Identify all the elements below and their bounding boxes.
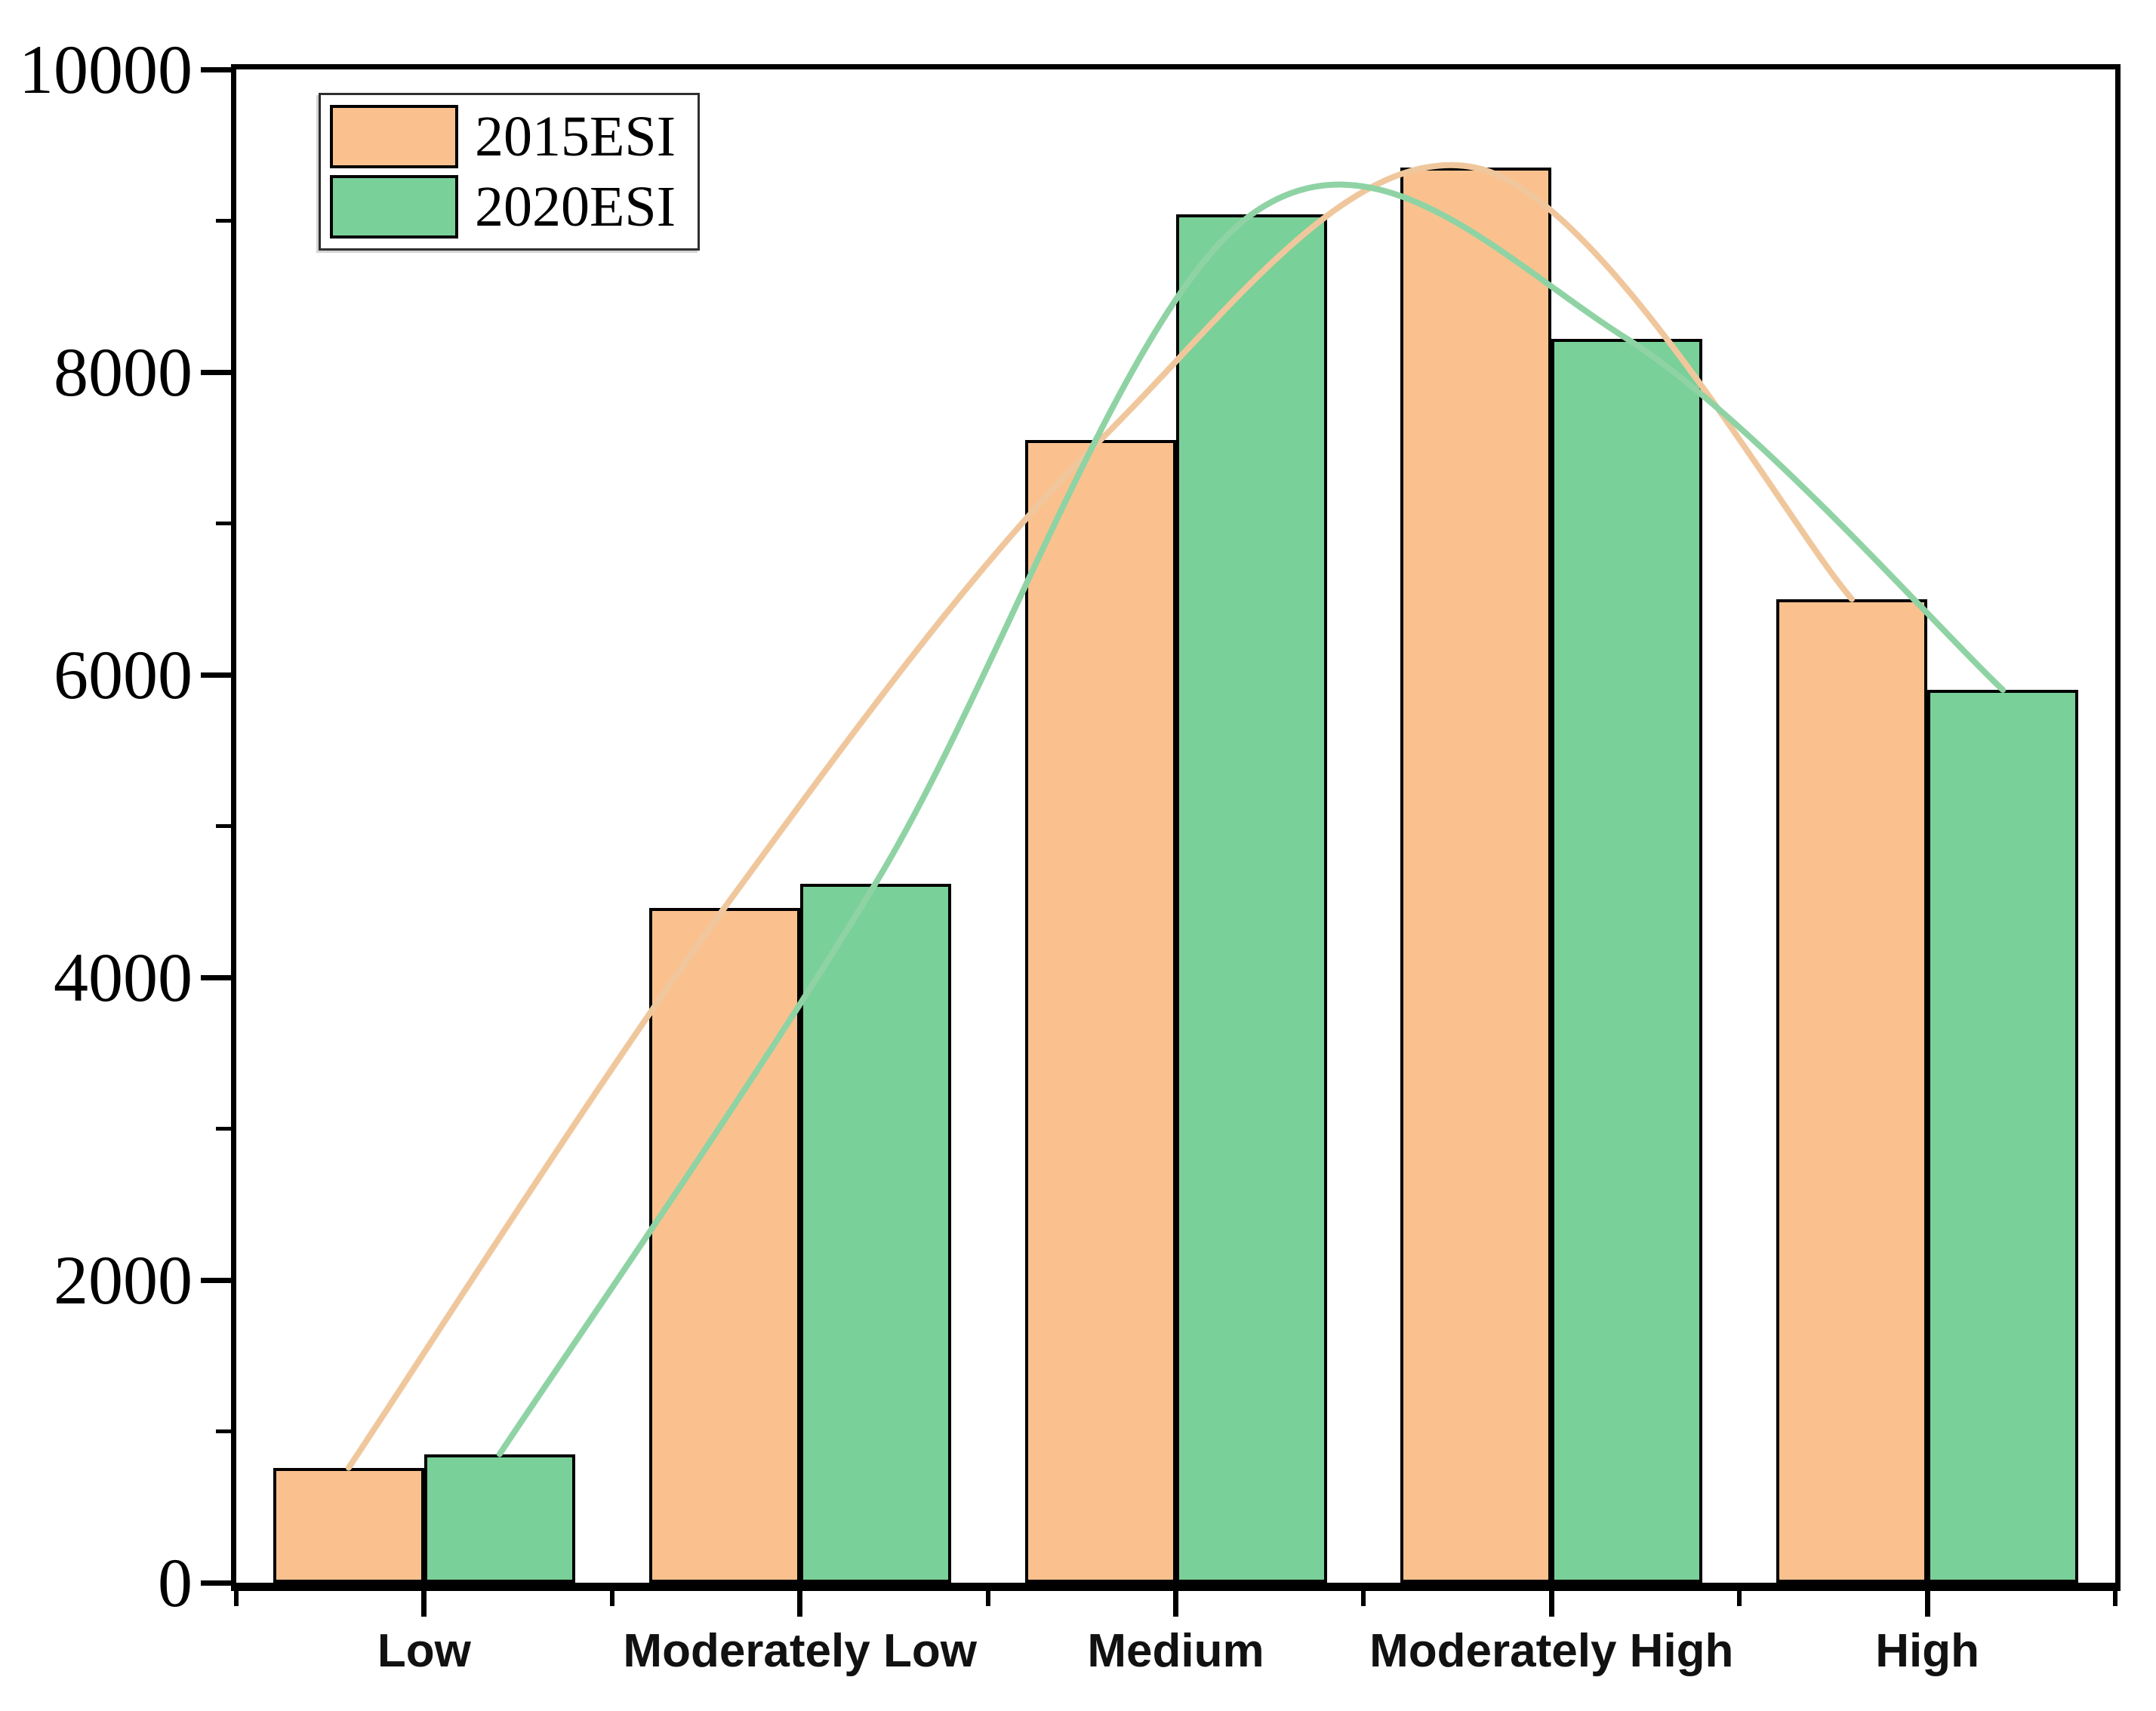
legend-item-2020esi: 2020ESI xyxy=(330,172,688,242)
y-axis-major-tick xyxy=(201,369,236,375)
bar-2015esi-medium xyxy=(1024,440,1176,1583)
y-axis-major-tick xyxy=(201,66,236,72)
y-axis-minor-tick xyxy=(216,1127,236,1131)
bar-2015esi-high xyxy=(1776,599,1928,1583)
legend-swatch-2020esi xyxy=(330,175,458,238)
bar-2020esi-moderately-high xyxy=(1551,338,1703,1583)
y-axis-tick-label: 6000 xyxy=(54,636,192,713)
legend-label-2020esi: 2020ESI xyxy=(475,175,676,238)
x-axis-category-label-high: High xyxy=(1875,1625,1979,1677)
bar-2015esi-moderately-high xyxy=(1400,168,1552,1583)
y-axis-tick-label: 8000 xyxy=(54,334,192,411)
bar-2015esi-low xyxy=(273,1467,424,1583)
x-axis-major-tick xyxy=(797,1586,803,1617)
legend-item-2015esi: 2015ESI xyxy=(330,102,688,171)
x-axis-minor-tick xyxy=(985,1586,990,1606)
bar-2020esi-medium xyxy=(1175,214,1327,1583)
x-axis-minor-tick xyxy=(1737,1586,1742,1606)
legend-swatch-2015esi xyxy=(330,105,458,168)
x-axis-major-tick xyxy=(1924,1586,1930,1617)
y-axis-major-tick xyxy=(201,974,236,980)
bar-2020esi-low xyxy=(424,1454,575,1583)
y-axis-minor-tick xyxy=(216,1429,236,1433)
y-axis-major-tick xyxy=(201,1277,236,1283)
y-axis-minor-tick xyxy=(216,824,236,828)
y-axis-tick-label: 4000 xyxy=(54,939,192,1016)
x-axis-category-label-low: Low xyxy=(377,1625,471,1677)
x-axis-category-label-moderately-low: Moderately Low xyxy=(623,1625,977,1677)
y-axis-minor-tick xyxy=(216,522,236,525)
bar-2020esi-high xyxy=(1927,690,2079,1583)
x-axis-minor-tick xyxy=(2113,1586,2118,1606)
y-axis-minor-tick xyxy=(216,219,236,223)
legend-label-2015esi: 2015ESI xyxy=(475,105,676,168)
legend: 2015ESI 2020ESI xyxy=(319,93,700,251)
y-axis-tick-label: 10000 xyxy=(19,31,192,108)
bar-2015esi-moderately-low xyxy=(648,907,800,1583)
y-axis-major-tick xyxy=(201,672,236,678)
x-axis-major-tick xyxy=(1548,1586,1554,1617)
x-axis-major-tick xyxy=(1173,1586,1178,1617)
bar-2020esi-moderately-low xyxy=(799,883,951,1583)
x-axis-major-tick xyxy=(421,1586,427,1617)
x-axis-category-label-medium: Medium xyxy=(1087,1625,1264,1677)
x-axis-minor-tick xyxy=(1361,1586,1366,1606)
x-axis-category-label-moderately-high: Moderately High xyxy=(1369,1625,1734,1677)
y-axis-major-tick xyxy=(201,1580,236,1586)
y-axis-tick-label: 2000 xyxy=(54,1242,192,1319)
y-axis-tick-label: 0 xyxy=(158,1544,192,1621)
x-axis-minor-tick xyxy=(234,1586,239,1606)
x-axis-minor-tick xyxy=(609,1586,614,1606)
